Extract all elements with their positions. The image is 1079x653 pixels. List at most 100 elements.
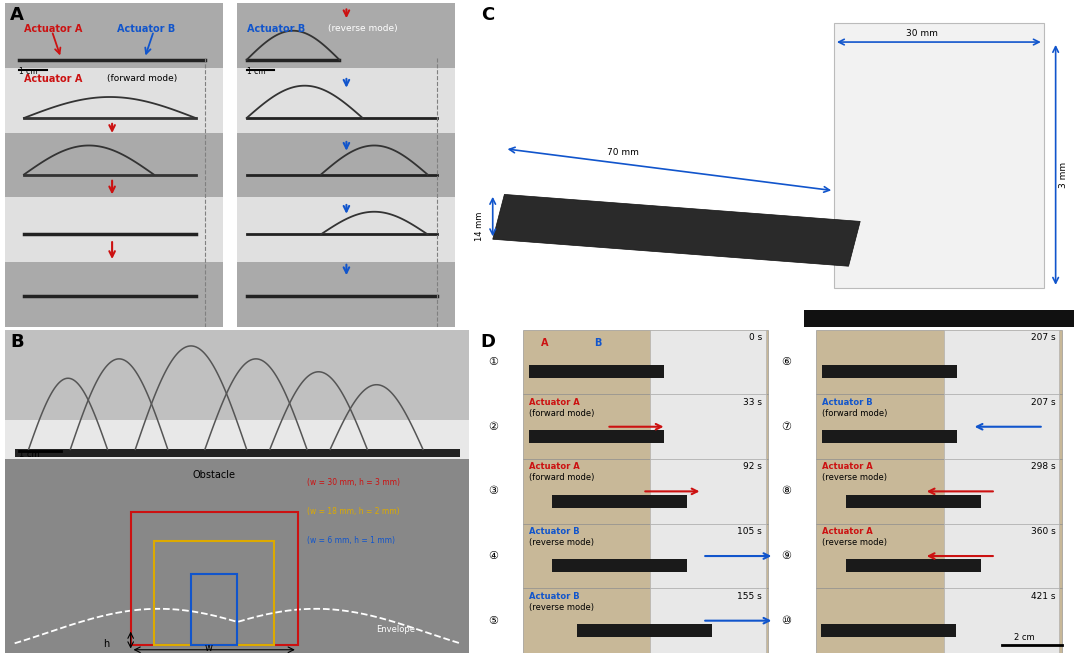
Text: B: B bbox=[595, 338, 602, 347]
Text: 92 s: 92 s bbox=[743, 462, 762, 471]
Text: Actuator A: Actuator A bbox=[529, 398, 579, 407]
Text: h: h bbox=[103, 639, 109, 648]
Bar bbox=[816, 330, 1062, 394]
Bar bbox=[822, 430, 957, 443]
Text: Actuator A: Actuator A bbox=[529, 462, 579, 471]
Bar bbox=[493, 195, 860, 266]
Bar bbox=[237, 262, 455, 326]
Bar bbox=[651, 588, 766, 653]
Text: (w = 6 mm, h = 1 mm): (w = 6 mm, h = 1 mm) bbox=[308, 536, 395, 545]
Bar bbox=[816, 524, 1062, 588]
Bar bbox=[834, 23, 1043, 288]
Text: 14 mm: 14 mm bbox=[475, 212, 483, 241]
Bar bbox=[15, 449, 460, 458]
Bar bbox=[822, 365, 957, 378]
Bar bbox=[522, 459, 768, 524]
Text: w: w bbox=[205, 643, 213, 653]
Bar bbox=[944, 588, 1060, 653]
Text: (reverse mode): (reverse mode) bbox=[822, 473, 887, 483]
Bar bbox=[816, 459, 1062, 524]
Text: 2 cm: 2 cm bbox=[1014, 633, 1035, 642]
Text: Actuator B: Actuator B bbox=[529, 592, 579, 601]
Bar bbox=[5, 133, 223, 197]
Bar bbox=[5, 459, 469, 653]
Text: 105 s: 105 s bbox=[737, 527, 762, 536]
Text: 3 mm: 3 mm bbox=[1058, 161, 1067, 187]
Text: Actuator A: Actuator A bbox=[822, 527, 873, 536]
Text: Actuator A: Actuator A bbox=[24, 74, 82, 84]
Bar bbox=[846, 559, 981, 572]
Bar bbox=[522, 330, 768, 394]
Bar bbox=[804, 310, 1074, 326]
Bar bbox=[191, 574, 237, 645]
Text: ⑩: ⑩ bbox=[781, 616, 791, 626]
Bar bbox=[816, 588, 1062, 653]
Text: 421 s: 421 s bbox=[1032, 592, 1055, 601]
Bar bbox=[944, 330, 1060, 394]
Text: (reverse mode): (reverse mode) bbox=[822, 538, 887, 547]
Bar bbox=[944, 524, 1060, 588]
Text: ⑧: ⑧ bbox=[781, 486, 791, 496]
Text: 207 s: 207 s bbox=[1032, 333, 1055, 342]
Text: (reverse mode): (reverse mode) bbox=[328, 24, 397, 33]
Bar bbox=[131, 513, 298, 645]
Bar bbox=[816, 394, 1062, 459]
Text: (forward mode): (forward mode) bbox=[529, 409, 595, 418]
Bar bbox=[552, 559, 687, 572]
Text: C: C bbox=[481, 7, 494, 25]
Text: 30 mm: 30 mm bbox=[906, 29, 938, 38]
Text: (forward mode): (forward mode) bbox=[108, 74, 178, 84]
Text: ⑦: ⑦ bbox=[781, 422, 791, 432]
Text: 1 cm: 1 cm bbox=[19, 451, 40, 460]
Text: 298 s: 298 s bbox=[1032, 462, 1055, 471]
Text: (reverse mode): (reverse mode) bbox=[529, 538, 593, 547]
Text: Actuator B: Actuator B bbox=[822, 398, 873, 407]
Bar bbox=[5, 3, 223, 68]
Text: (w = 30 mm, h = 3 mm): (w = 30 mm, h = 3 mm) bbox=[308, 478, 400, 487]
Bar bbox=[651, 459, 766, 524]
Text: Actuator A: Actuator A bbox=[24, 24, 82, 34]
Text: (reverse mode): (reverse mode) bbox=[529, 603, 593, 612]
Text: 1 cm: 1 cm bbox=[247, 67, 265, 76]
Text: A: A bbox=[10, 7, 24, 25]
Text: Actuator B: Actuator B bbox=[247, 24, 305, 34]
Bar bbox=[651, 330, 766, 394]
Bar bbox=[5, 197, 223, 262]
Text: Envelope: Envelope bbox=[377, 625, 415, 634]
Bar bbox=[522, 394, 768, 459]
Bar bbox=[237, 3, 455, 68]
Bar bbox=[651, 394, 766, 459]
Bar bbox=[154, 541, 274, 645]
Bar bbox=[237, 68, 455, 133]
Text: D: D bbox=[481, 333, 495, 351]
Bar bbox=[552, 494, 687, 507]
Bar bbox=[529, 365, 664, 378]
Text: Actuator B: Actuator B bbox=[117, 24, 175, 34]
Text: Actuator B: Actuator B bbox=[529, 527, 579, 536]
Bar bbox=[237, 133, 455, 197]
Bar bbox=[5, 68, 223, 133]
Text: B: B bbox=[10, 333, 24, 351]
Text: (w = 18 mm, h = 2 mm): (w = 18 mm, h = 2 mm) bbox=[308, 507, 399, 516]
Bar bbox=[522, 588, 768, 653]
Text: 33 s: 33 s bbox=[743, 398, 762, 407]
Text: ⑨: ⑨ bbox=[781, 551, 791, 561]
Bar bbox=[529, 430, 664, 443]
Text: 155 s: 155 s bbox=[737, 592, 762, 601]
Text: ②: ② bbox=[488, 422, 497, 432]
Text: Actuator A: Actuator A bbox=[822, 462, 873, 471]
Bar bbox=[846, 494, 981, 507]
Bar bbox=[5, 262, 223, 326]
Bar bbox=[5, 330, 469, 459]
Text: A: A bbox=[541, 338, 548, 347]
Bar bbox=[237, 197, 455, 262]
Text: (forward mode): (forward mode) bbox=[529, 473, 595, 483]
Text: Obstacle: Obstacle bbox=[193, 470, 235, 481]
Text: 70 mm: 70 mm bbox=[606, 148, 639, 157]
Text: (forward mode): (forward mode) bbox=[822, 409, 887, 418]
Text: ③: ③ bbox=[488, 486, 497, 496]
Bar bbox=[944, 459, 1060, 524]
Bar bbox=[576, 624, 712, 637]
Text: 360 s: 360 s bbox=[1030, 527, 1055, 536]
Bar bbox=[821, 624, 956, 637]
